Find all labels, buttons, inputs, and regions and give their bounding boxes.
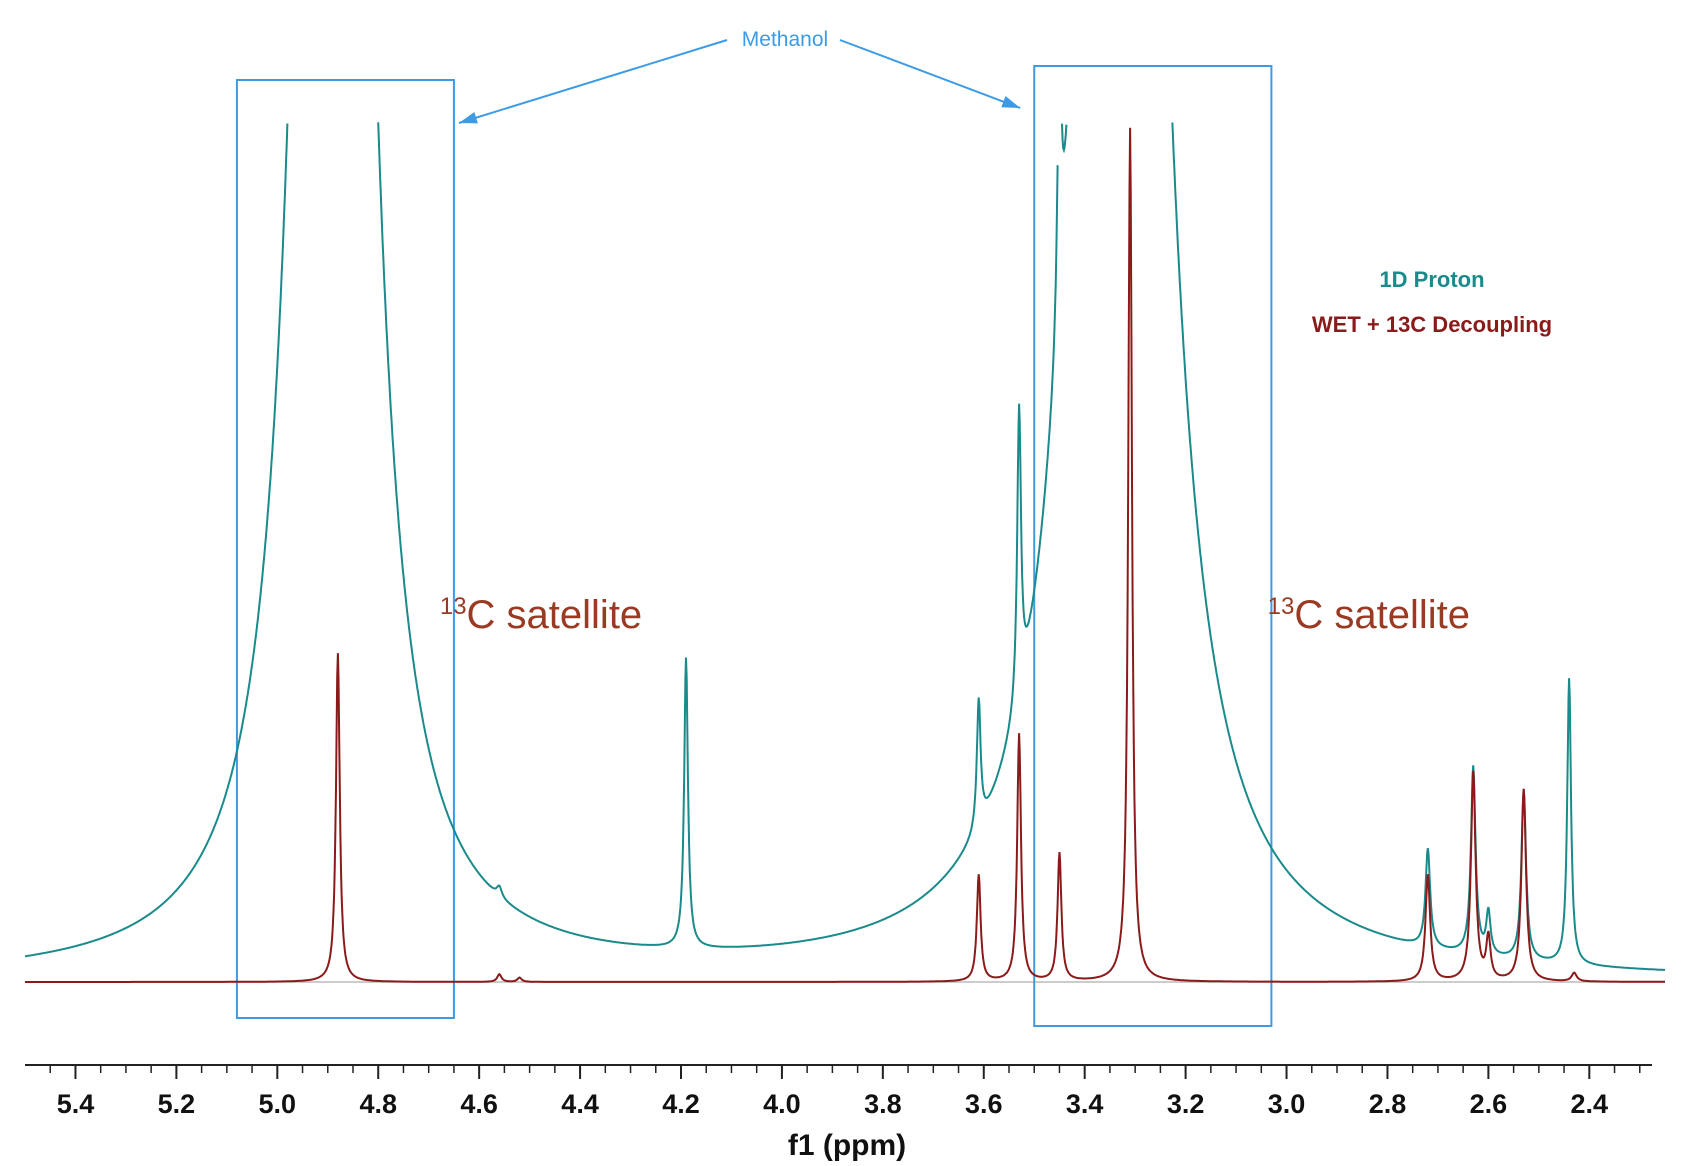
legend: 1D Proton WET + 13C Decoupling <box>1312 267 1552 337</box>
x-tick-label: 3.4 <box>1066 1089 1104 1119</box>
satellite-label-right: 13C satellite <box>1268 593 1470 637</box>
methanol-box-right <box>1033 65 1273 1027</box>
x-tick-label: 3.0 <box>1268 1089 1306 1119</box>
methanol-arrow-right <box>839 39 1021 109</box>
methanol-label: Methanol <box>742 28 828 51</box>
x-tick-label: 3.2 <box>1167 1089 1205 1119</box>
satellite-label-left: 13C satellite <box>440 593 642 637</box>
x-tick-label: 3.6 <box>965 1089 1003 1119</box>
satellite-sup: 13 <box>440 593 467 620</box>
satellite-text: C satellite <box>1294 593 1470 637</box>
x-tick-label: 4.2 <box>662 1089 700 1119</box>
series-layer <box>24 122 1666 983</box>
series-line-1 <box>25 127 1665 983</box>
x-tick-label: 3.8 <box>864 1089 902 1119</box>
methanol-box-left <box>235 79 455 1019</box>
x-axis-title: f1 (ppm) <box>788 1129 906 1162</box>
x-tick-label: 4.8 <box>359 1089 397 1119</box>
satellite-text: C satellite <box>467 593 643 637</box>
x-axis-major-ticks <box>74 1065 1591 1079</box>
x-axis-minor-ticks <box>49 1065 1641 1073</box>
x-tick-label: 5.2 <box>158 1089 196 1119</box>
satellite-sup: 13 <box>1268 593 1295 620</box>
x-tick-label: 2.4 <box>1571 1089 1609 1119</box>
x-tick-label: 4.0 <box>763 1089 801 1119</box>
legend-entry-wet-decoupling: WET + 13C Decoupling <box>1312 312 1552 337</box>
series-line-0 <box>24 122 1666 971</box>
x-axis: 5.4 5.2 5.0 4.8 4.6 4.4 4.2 4.0 3.8 3.6 3.4 3.2 3.0 2… <box>25 1064 1652 1162</box>
x-tick-label: 2.8 <box>1369 1089 1407 1119</box>
x-tick-label: 5.0 <box>259 1089 297 1119</box>
x-tick-label: 2.6 <box>1470 1089 1508 1119</box>
x-tick-label: 4.6 <box>460 1089 498 1119</box>
methanol-arrow-left <box>458 39 728 124</box>
legend-entry-1d-proton: 1D Proton <box>1379 267 1484 292</box>
methanol-arrowhead-right <box>1001 96 1021 108</box>
x-tick-label: 5.4 <box>57 1089 95 1119</box>
methanol-annotation: Methanol <box>235 28 1273 1027</box>
x-axis-tick-labels: 5.4 5.2 5.0 4.8 4.6 4.4 4.2 4.0 3.8 3.6 3.4 3.2 3.0 2… <box>57 1089 1608 1119</box>
x-tick-label: 4.4 <box>561 1089 599 1119</box>
methanol-arrowhead-left <box>458 111 478 124</box>
